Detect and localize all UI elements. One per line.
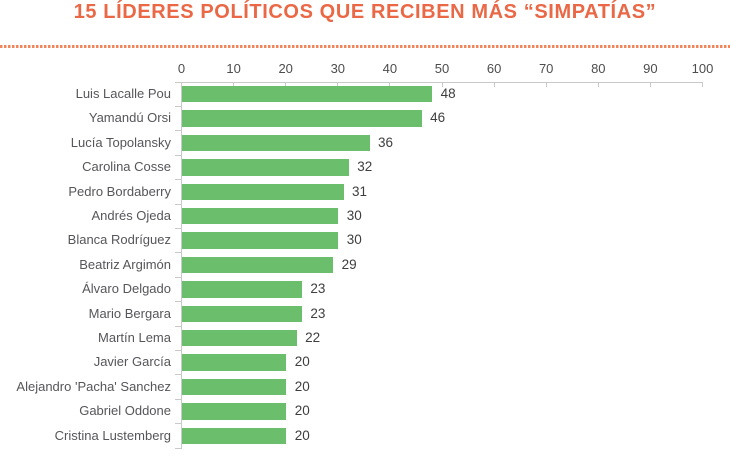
- x-axis-tick-label: 30: [330, 61, 346, 76]
- x-axis-tick-label: 90: [643, 61, 658, 76]
- bar: [182, 85, 433, 103]
- x-axis-tick-label: 80: [591, 61, 606, 76]
- bar: [182, 281, 302, 298]
- x-axis-tick: [233, 82, 235, 87]
- x-axis-tick-label: 50: [434, 61, 450, 76]
- bar-value-label: 23: [310, 281, 326, 297]
- y-axis-line: [181, 82, 182, 448]
- bar: [182, 305, 302, 323]
- category-label: Lucía Topolansky: [70, 134, 171, 150]
- bar-value-label: 36: [378, 134, 394, 150]
- x-axis-tick: [597, 82, 599, 87]
- x-axis-tick: [441, 82, 443, 87]
- bar: [182, 159, 349, 176]
- category-label: Carolina Cosse: [82, 159, 171, 175]
- category-label: Pedro Bordaberry: [68, 183, 171, 199]
- x-axis-tick-label: 10: [226, 61, 241, 76]
- y-axis-tick: [175, 423, 182, 425]
- x-axis-tick: [285, 82, 287, 87]
- y-axis-tick: [175, 252, 182, 254]
- y-axis-tick: [175, 276, 182, 278]
- bar-value-label: 20: [294, 354, 310, 370]
- bar: [182, 110, 422, 127]
- x-axis-tick: [702, 82, 703, 87]
- x-axis-tick: [493, 82, 495, 87]
- x-axis-tick-label: 60: [486, 61, 502, 76]
- bar: [182, 329, 297, 347]
- x-axis-tick: [649, 82, 651, 87]
- x-axis-tick: [181, 82, 182, 87]
- y-axis-tick: [175, 154, 182, 156]
- y-axis-tick: [175, 447, 182, 449]
- y-axis-tick: [175, 81, 182, 83]
- bar-value-label: 29: [341, 256, 357, 272]
- category-label: Cristina Lustemberg: [54, 427, 171, 443]
- x-axis-tick: [545, 82, 547, 87]
- bar-value-label: 23: [310, 305, 326, 321]
- x-axis-tick-label: 100: [691, 61, 714, 76]
- bar: [182, 256, 334, 274]
- bar: [182, 183, 344, 201]
- y-axis-tick: [175, 325, 182, 327]
- bar: [182, 134, 370, 152]
- category-label: Alejandro 'Pacha' Sanchez: [16, 378, 171, 394]
- y-axis-tick: [175, 349, 182, 351]
- x-axis-tick: [337, 82, 339, 87]
- y-axis-tick: [175, 203, 182, 205]
- y-axis-tick: [175, 130, 182, 132]
- x-axis-tick: [389, 82, 391, 87]
- bar-value-label: 46: [430, 110, 446, 126]
- bar: [182, 378, 287, 396]
- bar: [182, 427, 287, 445]
- bar-value-label: 20: [294, 378, 310, 394]
- category-label: Martín Lema: [98, 330, 171, 345]
- y-axis-tick: [175, 374, 182, 376]
- y-axis-tick: [175, 398, 182, 400]
- x-axis-tick-label: 40: [382, 61, 398, 76]
- category-label: Mario Bergara: [88, 305, 171, 321]
- dotted-divider: [0, 45, 730, 48]
- bar-value-label: 30: [346, 208, 362, 223]
- bar: [182, 403, 287, 420]
- y-axis-tick: [175, 301, 182, 303]
- x-axis-tick-label: 20: [278, 61, 293, 76]
- y-axis-tick: [175, 227, 182, 229]
- bar: [182, 232, 339, 249]
- category-label: Blanca Rodríguez: [67, 232, 171, 248]
- category-label: Andrés Ojeda: [91, 208, 172, 223]
- page-title: 15 LÍDERES POLÍTICOS QUE RECIBEN MÁS “SI…: [73, 1, 657, 23]
- y-axis-tick: [175, 105, 182, 107]
- bar-value-label: 48: [440, 86, 456, 101]
- bar: [182, 207, 339, 225]
- bar-value-label: 32: [357, 159, 373, 175]
- category-label: Javier García: [93, 354, 171, 370]
- bar-value-label: 30: [346, 232, 362, 248]
- bar: [182, 354, 287, 371]
- y-axis-tick: [175, 179, 182, 181]
- x-axis-tick-label: 0: [177, 61, 186, 76]
- bar-value-label: 31: [352, 183, 368, 199]
- category-label: Gabriel Oddone: [79, 403, 171, 419]
- category-label: Álvaro Delgado: [82, 281, 171, 297]
- category-label: Yamandú Orsi: [88, 110, 171, 126]
- category-label: Luis Lacalle Pou: [75, 86, 171, 101]
- x-axis-tick-label: 70: [538, 61, 554, 76]
- bar-value-label: 20: [294, 427, 310, 443]
- bar-value-label: 22: [305, 330, 321, 345]
- bar-value-label: 20: [294, 403, 310, 419]
- category-label: Beatriz Argimón: [79, 256, 171, 272]
